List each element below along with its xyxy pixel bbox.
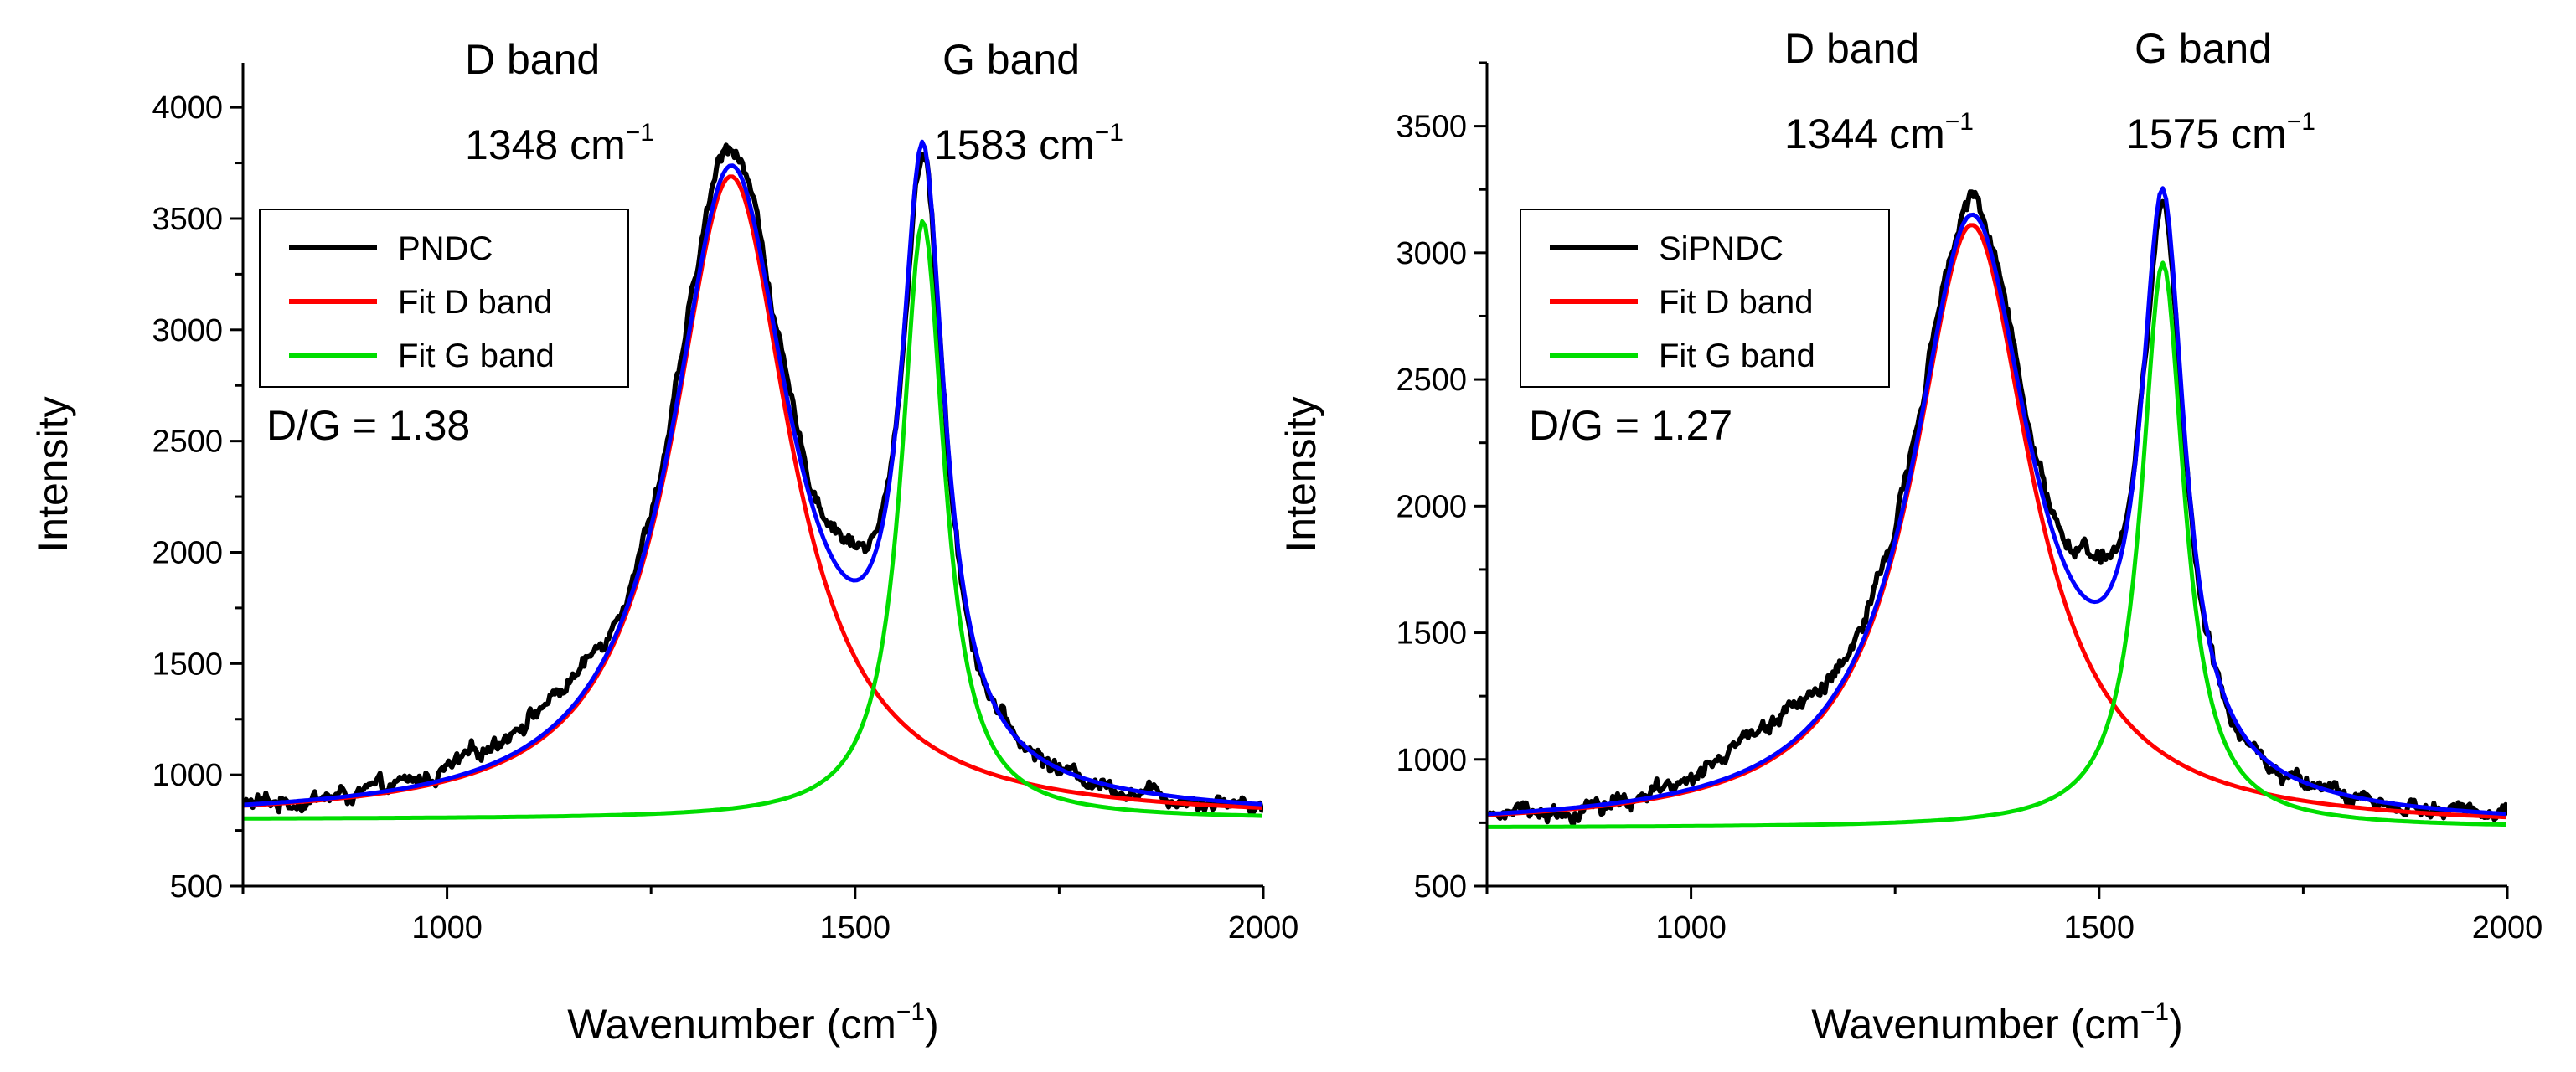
d-band-label: D band bbox=[1784, 25, 1919, 72]
chart-panel-2: 500 1000 1500 2000 2500 3000 3500 1000 1500 2000 W… bbox=[1278, 25, 2542, 1048]
y-tick-label: 3500 bbox=[152, 202, 223, 237]
g-band-label: G band bbox=[2135, 25, 2272, 72]
d-band-position: 1348 cm−1 bbox=[465, 119, 654, 168]
y-tick-label: 1500 bbox=[152, 647, 223, 682]
y-tick-label: 1000 bbox=[1396, 743, 1467, 778]
d-band-position-sup: −1 bbox=[626, 119, 654, 147]
g-band-position-sup: −1 bbox=[1095, 119, 1123, 147]
chart-panel-1: 500 1000 1500 2000 2500 3000 3500 4000 1000 1500 2… bbox=[29, 36, 1298, 1048]
series-measured bbox=[243, 142, 1263, 815]
x-tick-label: 1500 bbox=[2064, 910, 2135, 946]
y-tick-label: 3000 bbox=[1396, 236, 1467, 271]
x-tick-label: 1500 bbox=[820, 910, 891, 946]
y-tick-label: 1500 bbox=[1396, 616, 1467, 652]
series-measured bbox=[1487, 189, 2507, 827]
legend-label-d-fit: Fit D band bbox=[398, 284, 553, 321]
series-sum-fit bbox=[243, 139, 1262, 807]
x-axis-title-close: ) bbox=[2169, 1001, 2183, 1048]
g-band-position: 1583 cm−1 bbox=[934, 119, 1123, 168]
x-axis-title-main: Wavenumber (cm bbox=[567, 1001, 896, 1048]
y-tick-label: 500 bbox=[1414, 869, 1467, 904]
series-sum-fit bbox=[1487, 186, 2506, 817]
g-band-position-main: 1583 cm bbox=[934, 121, 1095, 168]
legend-box bbox=[259, 209, 629, 388]
legend-label-measured: PNDC bbox=[398, 230, 493, 267]
y-tick-label: 4000 bbox=[152, 90, 223, 126]
x-axis-title-sup: −1 bbox=[896, 998, 925, 1026]
x-tick-label: 1000 bbox=[1655, 910, 1727, 946]
y-tick-label: 1000 bbox=[152, 758, 223, 793]
plot-area bbox=[243, 139, 1263, 821]
x-axis-title-sup: −1 bbox=[2140, 998, 2169, 1026]
g-band-position-sup: −1 bbox=[2287, 108, 2315, 136]
x-axis-title-main: Wavenumber (cm bbox=[1811, 1001, 2140, 1048]
d-band-position-main: 1344 cm bbox=[1784, 111, 1945, 157]
d-band-position-sup: −1 bbox=[1945, 108, 1974, 136]
x-tick-label: 2000 bbox=[2472, 910, 2543, 946]
y-tick-label: 2500 bbox=[152, 425, 223, 460]
d-band-position-main: 1348 cm bbox=[465, 121, 626, 168]
dg-ratio-label: D/G = 1.27 bbox=[1529, 402, 1732, 449]
legend-label-g-fit: Fit G band bbox=[398, 338, 555, 374]
x-axis-title: Wavenumber (cm−1) bbox=[1811, 998, 2183, 1048]
x-axis-title: Wavenumber (cm−1) bbox=[567, 998, 939, 1048]
dg-ratio-label: D/G = 1.38 bbox=[266, 402, 470, 449]
y-tick-label: 2500 bbox=[1396, 363, 1467, 398]
y-tick-label: 3500 bbox=[1396, 110, 1467, 145]
g-band-label: G band bbox=[942, 36, 1080, 83]
legend: PNDC Fit D band Fit G band bbox=[259, 209, 629, 388]
y-tick-label: 500 bbox=[170, 869, 223, 904]
legend-label-d-fit: Fit D band bbox=[1659, 284, 1814, 321]
d-band-label: D band bbox=[465, 36, 600, 83]
d-band-position: 1344 cm−1 bbox=[1784, 108, 1974, 157]
y-axis-title: Intensity bbox=[1278, 396, 1324, 552]
g-band-position-main: 1575 cm bbox=[2126, 111, 2287, 157]
plot-area bbox=[1487, 186, 2507, 829]
legend: SiPNDC Fit D band Fit G band bbox=[1520, 209, 1890, 388]
y-tick-label: 2000 bbox=[1396, 489, 1467, 524]
legend-label-g-fit: Fit G band bbox=[1659, 338, 1815, 374]
x-tick-label: 1000 bbox=[411, 910, 483, 946]
series-g-fit bbox=[1487, 260, 2506, 829]
y-axis-title: Intensity bbox=[29, 396, 76, 552]
g-band-position: 1575 cm−1 bbox=[2126, 108, 2315, 157]
series-g-fit bbox=[243, 219, 1262, 821]
legend-label-measured: SiPNDC bbox=[1659, 230, 1784, 267]
x-axis-title-close: ) bbox=[925, 1001, 939, 1048]
y-tick-label: 2000 bbox=[152, 535, 223, 570]
y-tick-label: 3000 bbox=[152, 313, 223, 348]
x-tick-label: 2000 bbox=[1228, 910, 1299, 946]
